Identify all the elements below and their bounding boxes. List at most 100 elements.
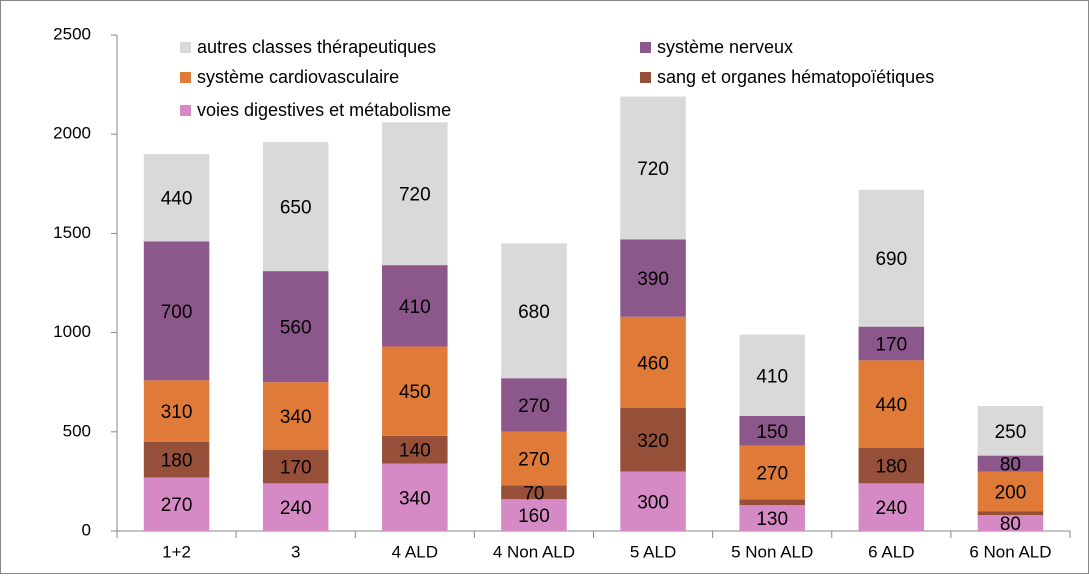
- data-label: 130: [756, 509, 788, 530]
- bar-segment: [143, 477, 210, 531]
- x-tick-label: 1+2: [162, 542, 191, 561]
- x-tick-label: 5 ALD: [630, 542, 676, 561]
- data-label: 300: [637, 492, 669, 513]
- data-label: 720: [399, 185, 431, 206]
- data-label: 200: [995, 482, 1027, 503]
- x-tick-label: 6 Non ALD: [969, 542, 1051, 561]
- data-label: 440: [875, 395, 907, 416]
- bar-segment: [739, 445, 805, 500]
- data-label: 310: [161, 402, 193, 423]
- bar-segment: [620, 239, 686, 317]
- bar-segment: [858, 360, 925, 448]
- data-label: 340: [399, 488, 431, 509]
- data-label: 460: [637, 353, 669, 374]
- x-tick-label: 3: [291, 542, 300, 561]
- bar-segment: [143, 241, 210, 381]
- data-label: 450: [399, 382, 431, 403]
- bar-segment: [858, 447, 925, 484]
- x-tick-label: 5 Non ALD: [731, 542, 813, 561]
- x-tick-label: 4 Non ALD: [493, 542, 575, 561]
- bar-segment: [977, 406, 1044, 456]
- bar-segment: [262, 449, 329, 484]
- bar-segment: [858, 326, 925, 361]
- data-label: 340: [280, 407, 312, 428]
- x-tick-label: 6 ALD: [868, 542, 914, 561]
- bar-segment: [262, 271, 329, 383]
- data-label: 560: [280, 318, 312, 339]
- legend-label: système cardiovasculaire: [197, 67, 399, 87]
- legend-label: voies digestives et métabolisme: [197, 100, 451, 120]
- data-label: 700: [161, 302, 193, 323]
- bar-segment: [739, 415, 805, 446]
- bar-segment: [501, 243, 567, 379]
- bar-segment: [977, 511, 1044, 516]
- bar-segment: [143, 441, 210, 478]
- legend-label: autres classes thérapeutiques: [197, 37, 436, 57]
- bar-segment: [143, 380, 210, 442]
- y-tick-label: 1500: [53, 223, 91, 242]
- data-label: 270: [756, 463, 788, 484]
- bar-segment: [620, 471, 686, 531]
- data-label: 150: [756, 422, 788, 443]
- data-label: 70: [523, 483, 544, 504]
- data-label: 650: [280, 198, 312, 219]
- data-label: 320: [637, 431, 669, 452]
- bar-segment: [382, 435, 448, 464]
- data-label: 720: [637, 159, 669, 180]
- legend-swatch: [180, 42, 191, 53]
- data-label: 270: [161, 495, 193, 516]
- data-label: 270: [518, 450, 550, 471]
- bar-segment: [501, 499, 567, 531]
- bar-segment: [501, 378, 567, 432]
- bar-segment: [739, 505, 805, 531]
- bar-segment: [977, 455, 1044, 472]
- bar-segment: [501, 431, 567, 486]
- bar-segment: [382, 122, 448, 266]
- bar-segment: [382, 463, 448, 531]
- data-label: 160: [518, 506, 550, 527]
- bar-segment: [977, 471, 1044, 512]
- y-tick-label: 500: [63, 421, 91, 440]
- bar-segment: [382, 265, 448, 347]
- bar-segment: [739, 499, 805, 506]
- data-label: 180: [161, 451, 193, 472]
- y-tick-label: 0: [82, 520, 91, 539]
- legend-swatch: [640, 72, 651, 83]
- data-label: 680: [518, 302, 550, 323]
- data-label: 390: [637, 269, 669, 290]
- bar-segment: [620, 96, 686, 240]
- data-label: 140: [399, 441, 431, 462]
- data-label: 240: [280, 498, 312, 519]
- data-label: 80: [1000, 455, 1021, 476]
- data-label: 180: [875, 457, 907, 478]
- data-label: 270: [518, 396, 550, 417]
- bar-segment: [262, 483, 329, 531]
- data-label: 240: [875, 498, 907, 519]
- legend-label: système nerveux: [657, 37, 793, 57]
- bar-segment: [382, 346, 448, 436]
- bar-segment: [620, 407, 686, 472]
- x-tick-label: 4 ALD: [392, 542, 438, 561]
- bar-segment: [858, 483, 925, 531]
- data-label: 170: [280, 458, 312, 479]
- bar-segment: [501, 485, 567, 500]
- bar-segment: [977, 515, 1044, 531]
- legend-swatch: [640, 42, 651, 53]
- data-label: 410: [399, 297, 431, 318]
- data-label: 250: [995, 422, 1027, 443]
- y-tick-label: 2000: [53, 124, 91, 143]
- bar-segment: [262, 142, 329, 272]
- data-label: 170: [875, 335, 907, 356]
- bar-segment: [739, 334, 805, 416]
- bar-segment: [620, 316, 686, 408]
- legend-swatch: [180, 105, 191, 116]
- data-label: 690: [875, 249, 907, 270]
- data-label: 80: [1000, 514, 1021, 535]
- bar-segment: [858, 189, 925, 327]
- legend-swatch: [180, 72, 191, 83]
- y-tick-label: 2500: [53, 24, 91, 43]
- data-label: 410: [756, 366, 788, 387]
- data-label: 440: [161, 189, 193, 210]
- y-tick-label: 1000: [53, 322, 91, 341]
